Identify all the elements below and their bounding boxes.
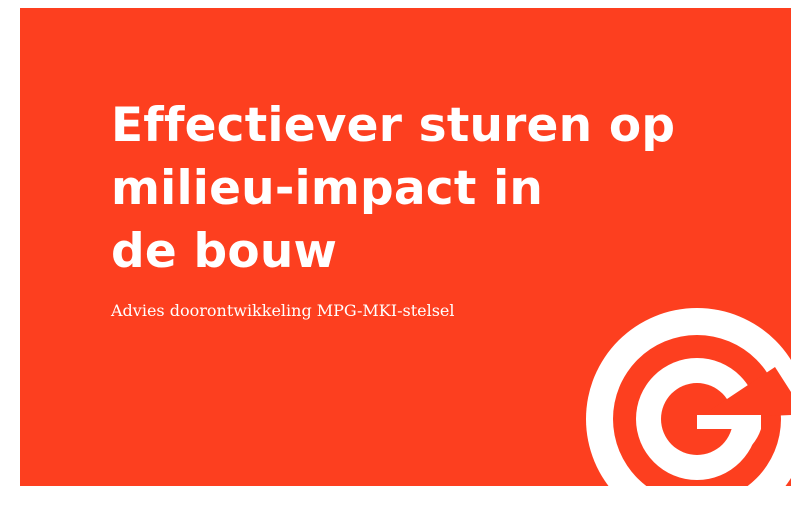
title-line-3: de bouw	[111, 220, 731, 283]
title-line-2: milieu-impact in	[111, 157, 731, 220]
document-title: Effectiever sturen op milieu-impact in d…	[111, 94, 731, 283]
title-line-1: Effectiever sturen op	[111, 94, 731, 157]
cover-slide: Effectiever sturen op milieu-impact in d…	[20, 8, 791, 486]
g-logo-icon	[565, 297, 791, 486]
document-subtitle: Advies doorontwikkeling MPG-MKI-stelsel	[111, 300, 455, 322]
